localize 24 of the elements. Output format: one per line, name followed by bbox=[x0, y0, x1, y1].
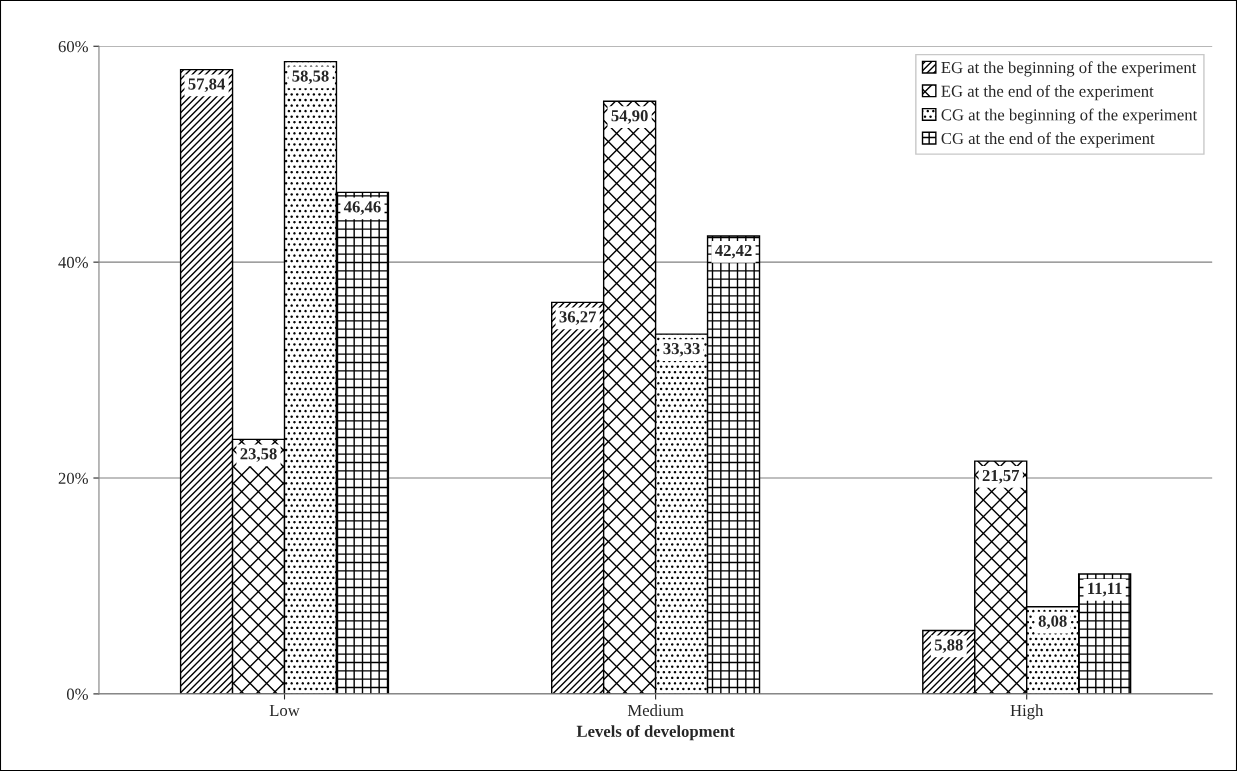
data-label: 23,58 bbox=[240, 448, 277, 462]
legend-label: EG at the end of the experiment bbox=[941, 84, 1154, 101]
x-tick-label: Medium bbox=[627, 704, 684, 717]
data-label: 36,27 bbox=[559, 311, 597, 325]
data-label: 33,33 bbox=[663, 343, 700, 357]
legend-label: EG at the beginning of the experiment bbox=[941, 61, 1197, 77]
y-tick-label: 20% bbox=[58, 472, 88, 485]
x-axis-title: Levels of development bbox=[576, 725, 735, 741]
data-label: 57,84 bbox=[188, 78, 226, 93]
y-tick-label: 0% bbox=[66, 688, 88, 700]
data-label: 8,08 bbox=[1038, 615, 1067, 630]
legend-label: CG at the beginning of the experiment bbox=[941, 108, 1198, 124]
legend-label: CG at the end of the experiment bbox=[941, 132, 1155, 148]
data-label: 46,46 bbox=[343, 201, 381, 215]
data-label: 54,90 bbox=[611, 110, 648, 124]
data-label: 21,57 bbox=[982, 469, 1020, 484]
data-label: 5,88 bbox=[934, 639, 963, 653]
data-label: 58,58 bbox=[292, 70, 329, 85]
y-tick-label: 40% bbox=[58, 256, 88, 269]
x-tick-label: Low bbox=[269, 704, 300, 717]
y-tick-label: 60% bbox=[58, 40, 88, 53]
data-label: 11,11 bbox=[1088, 582, 1122, 597]
x-tick-label: High bbox=[1010, 704, 1044, 720]
data-label: 42,42 bbox=[715, 244, 752, 259]
